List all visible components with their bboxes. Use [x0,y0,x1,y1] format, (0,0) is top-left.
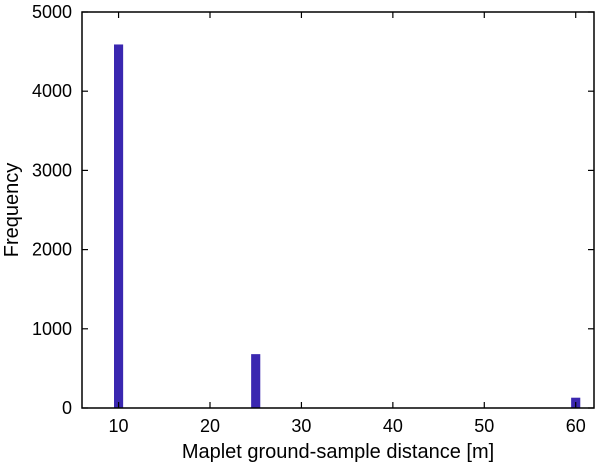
x-tick-label-60: 60 [566,416,586,436]
y-tick-label-1000: 1000 [32,319,72,339]
x-axis-label: Maplet ground-sample distance [m] [182,441,494,463]
x-tick-label-20: 20 [200,416,220,436]
y-axis-label: Frequency [1,163,23,258]
x-tick-label-10: 10 [109,416,129,436]
x-tick-label-40: 40 [383,416,403,436]
bars-layer [114,44,581,408]
x-tick-label-50: 50 [474,416,494,436]
y-tick-label-5000: 5000 [32,2,72,22]
bar-10 [114,44,124,408]
y-tick-label-0: 0 [62,398,72,418]
y-tick-label-2000: 2000 [32,240,72,260]
x-tick-label-30: 30 [291,416,311,436]
ticks-layer: 10 20 30 40 50 60 0 1000 2000 3000 4000 5000 [32,2,594,436]
y-tick-label-3000: 3000 [32,160,72,180]
plot-frame [81,11,595,409]
y-tick-label-4000: 4000 [32,81,72,101]
bar-25 [251,354,261,408]
